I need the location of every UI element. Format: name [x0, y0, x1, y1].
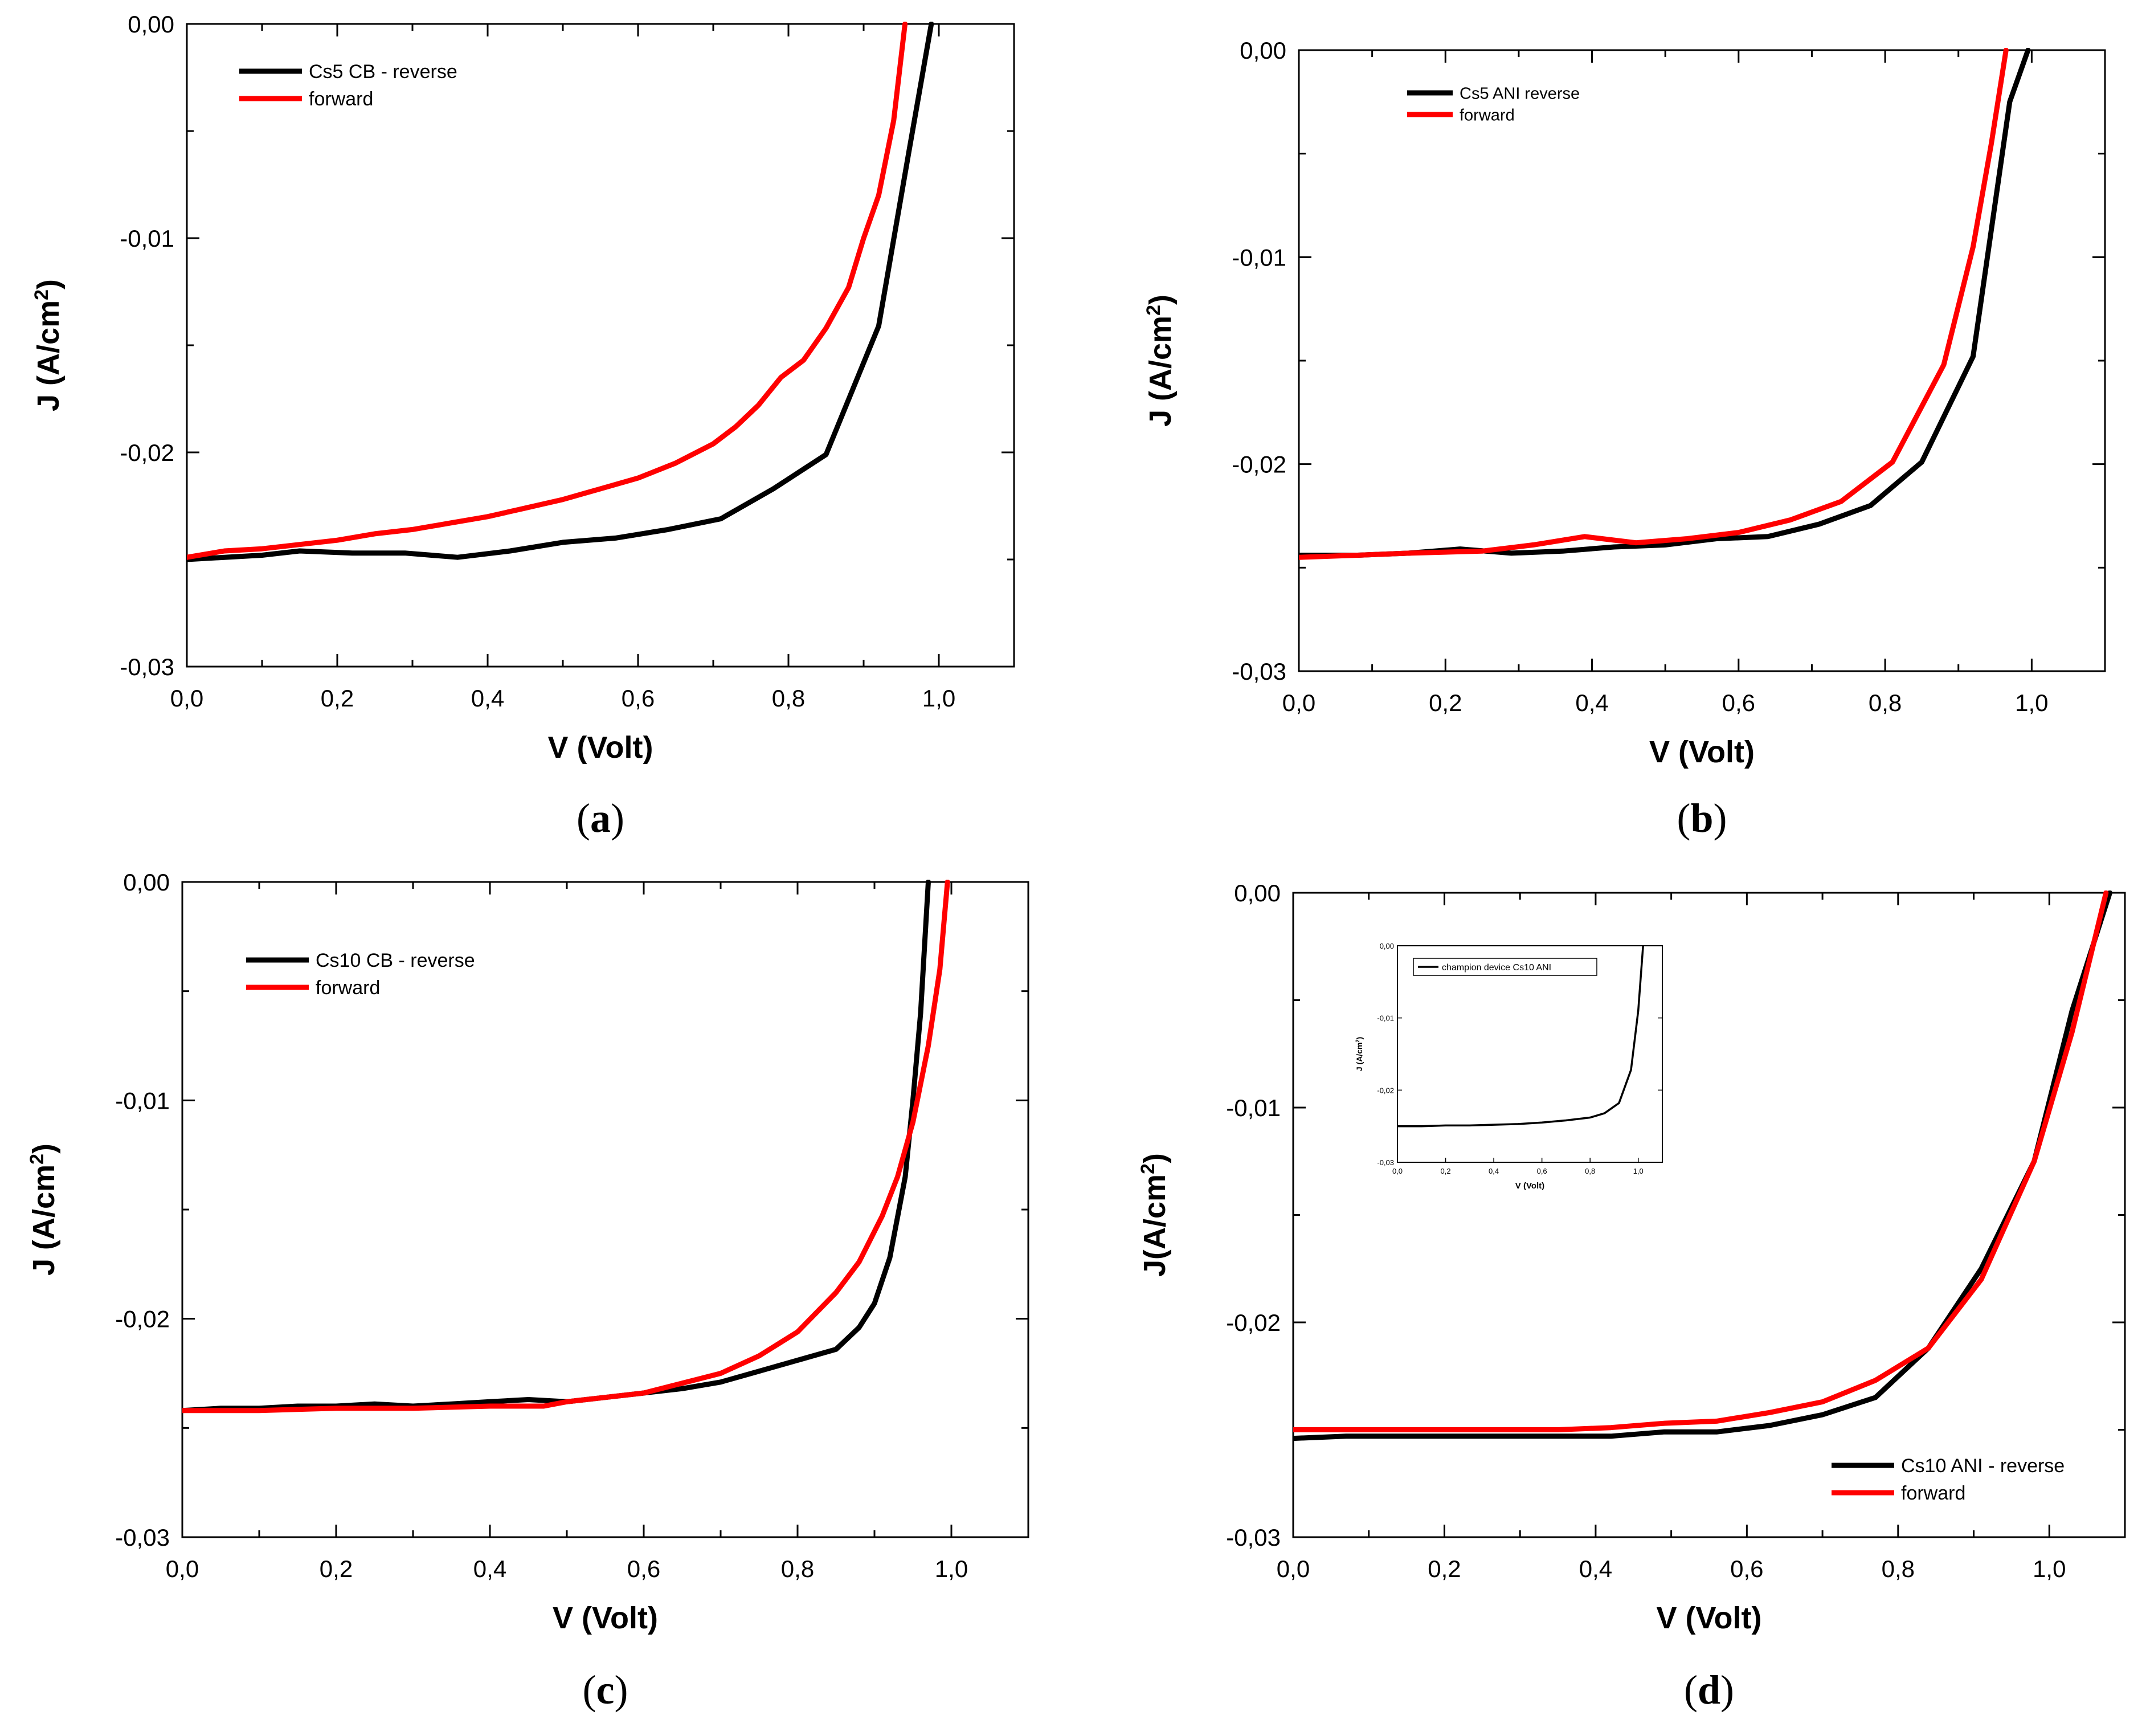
y-tick-label: 0,00: [123, 869, 170, 896]
panel-label: (a): [577, 795, 624, 841]
series-line-forward: [187, 22, 908, 560]
x-tick-label: 0,0: [166, 1555, 199, 1582]
series-line-reverse: [187, 22, 934, 562]
y-tick-label: -0,02: [120, 439, 174, 466]
x-tick-label: 0,2: [321, 685, 354, 712]
x-tick-label: 0,8: [781, 1555, 814, 1582]
x-tick-label: 0,0: [1277, 1555, 1310, 1582]
y-tick-label: -0,01: [1232, 244, 1286, 271]
y-axis-label: J(A/cm2): [1137, 1153, 1172, 1277]
series-line-forward: [182, 880, 950, 1414]
panel-label: (b): [1677, 795, 1727, 841]
y-tick-label: -0,03: [115, 1524, 170, 1551]
x-tick-label: 0,0: [1282, 689, 1315, 716]
legend-label: Cs5 CB - reverse: [309, 61, 457, 83]
inset-x-tick-label: 0,0: [1392, 1167, 1403, 1175]
y-tick-label: 0,00: [1240, 37, 1286, 64]
legend-label: forward: [1460, 106, 1515, 124]
x-tick-label: 1,0: [922, 685, 955, 712]
x-axis-label: V (Volt): [1657, 1601, 1762, 1635]
inset-x-tick-label: 0,4: [1489, 1167, 1499, 1175]
y-axis-label: J (A/cm2): [1143, 295, 1178, 427]
legend-label: Cs5 ANI reverse: [1460, 84, 1580, 103]
y-tick-label: -0,01: [115, 1087, 170, 1114]
y-axis-label: J (A/cm2): [31, 279, 66, 411]
inset-x-axis-label: V (Volt): [1515, 1181, 1544, 1191]
inset-frame: [1397, 945, 1663, 1163]
panel-label: (d): [1684, 1667, 1734, 1713]
x-tick-label: 1,0: [935, 1555, 968, 1582]
y-tick-label: -0,02: [1226, 1309, 1281, 1336]
legend: Cs10 CB - reverse forward: [246, 950, 475, 999]
legend: Cs5 ANI reverse forward: [1407, 84, 1580, 124]
panel-label: (c): [583, 1667, 628, 1713]
x-axis-label: V (Volt): [548, 730, 653, 765]
inset-y-tick-label: -0,02: [1377, 1086, 1394, 1094]
series-line-forward: [1299, 48, 2009, 560]
legend-background: [1820, 1440, 2088, 1508]
x-tick-label: 0,2: [1428, 1555, 1461, 1582]
legend-label: Cs10 CB - reverse: [316, 950, 475, 971]
chart-panel-b: 0,0 0,2 0,4 0,6 0,8 1,0 0,00 -0,01 -0,02 -0,03 V (…: [1143, 37, 2106, 841]
y-tick-label: -0,02: [1232, 451, 1286, 478]
y-tick-label: -0,03: [120, 653, 174, 680]
x-tick-label: 0,2: [1429, 689, 1462, 716]
x-tick-label: 0,0: [170, 685, 203, 712]
x-tick-label: 0,4: [1575, 689, 1608, 716]
y-tick-label: -0,03: [1226, 1524, 1281, 1551]
inset-y-axis-label: J (A/cm2): [1355, 1037, 1364, 1071]
x-tick-label: 0,2: [320, 1555, 353, 1582]
inset-series-line: [1397, 945, 1644, 1128]
inset-chart: 0,0 0,2 0,4 0,6 0,8 1,0 0,00 -0,01 -0,02 -0,03 V (…: [1355, 942, 1663, 1191]
panels: 0,0 0,2 0,4 0,6 0,8 1,0 0,00 -0,01 -0,02 -0,03 V (…: [26, 11, 2126, 1713]
chart-panel-a: 0,0 0,2 0,4 0,6 0,8 1,0 0,00 -0,01 -0,02 -0,03 V (…: [31, 11, 1015, 841]
inset-legend-label: champion device Cs10 ANI: [1442, 963, 1551, 973]
series-line-forward: [1293, 891, 2109, 1432]
y-tick-label: 0,00: [1234, 880, 1281, 906]
legend: Cs5 CB - reverse forward: [239, 61, 457, 110]
y-tick-label: -0,02: [115, 1306, 170, 1333]
chart-panel-c: 0,0 0,2 0,4 0,6 0,8 1,0 0,00 -0,01 -0,02 -0,03 V (…: [26, 869, 1029, 1713]
x-tick-label: 0,4: [1579, 1555, 1612, 1582]
inset-x-tick-label: 0,6: [1537, 1167, 1547, 1175]
x-axis-label: V (Volt): [1649, 735, 1755, 769]
x-tick-label: 1,0: [2033, 1555, 2066, 1582]
y-tick-label: 0,00: [128, 11, 174, 38]
x-tick-label: 0,6: [627, 1555, 660, 1582]
inset-y-tick-label: 0,00: [1380, 942, 1394, 950]
y-tick-label: -0,03: [1232, 658, 1286, 685]
legend-label: forward: [1901, 1482, 1965, 1504]
x-tick-label: 0,6: [1730, 1555, 1763, 1582]
series-line-reverse: [1293, 891, 2112, 1441]
inset-y-tick-label: -0,03: [1377, 1158, 1394, 1167]
legend-label: forward: [316, 977, 380, 999]
x-tick-label: 0,8: [772, 685, 805, 712]
chart-panel-d: 0,0 0,2 0,4 0,6 0,8 1,0 0,00 -0,01 -0,02 -0,03 V (…: [1137, 880, 2126, 1713]
inset-y-tick-label: -0,01: [1377, 1014, 1394, 1023]
x-tick-label: 0,6: [1722, 689, 1755, 716]
legend: Cs10 ANI - reverse forward: [1820, 1440, 2088, 1508]
inset-x-tick-label: 0,8: [1585, 1167, 1595, 1175]
x-tick-label: 0,4: [473, 1555, 506, 1582]
x-tick-label: 0,8: [1869, 689, 1902, 716]
inset-legend-box: [1413, 958, 1597, 976]
legend-label: Cs10 ANI - reverse: [1901, 1455, 2065, 1477]
x-tick-label: 0,4: [471, 685, 504, 712]
y-axis-label: J (A/cm2): [26, 1143, 61, 1276]
inset-x-tick-label: 0,2: [1441, 1167, 1451, 1175]
x-tick-label: 1,0: [2015, 689, 2048, 716]
x-tick-label: 0,6: [622, 685, 655, 712]
y-tick-label: -0,01: [120, 225, 174, 252]
inset-x-tick-label: 1,0: [1633, 1167, 1644, 1175]
x-axis-label: V (Volt): [553, 1601, 658, 1635]
y-tick-label: -0,01: [1226, 1094, 1281, 1121]
legend-label: forward: [309, 88, 373, 110]
x-tick-label: 0,8: [1882, 1555, 1915, 1582]
